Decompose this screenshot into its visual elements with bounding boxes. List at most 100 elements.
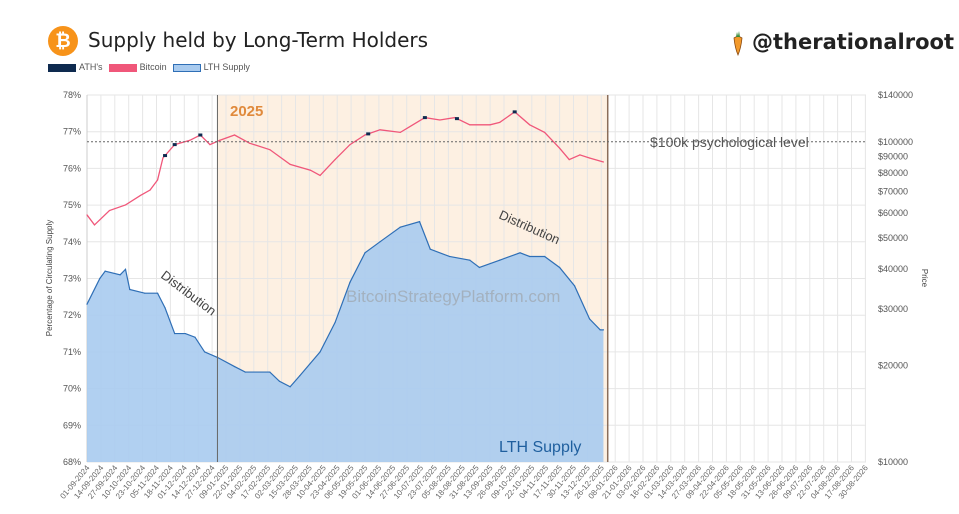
lth-data-point bbox=[573, 285, 576, 287]
bitcoin-data-point bbox=[588, 157, 591, 159]
bitcoin-data-point bbox=[139, 194, 142, 197]
lth-data-point bbox=[588, 318, 591, 320]
bitcoin-data-point bbox=[544, 131, 546, 133]
lth-data-point bbox=[364, 252, 366, 254]
lth-data-point bbox=[299, 375, 301, 377]
y-tick-label: 68% bbox=[63, 457, 81, 467]
y2-tick-label: $30000 bbox=[878, 304, 908, 314]
lth-data-point bbox=[129, 288, 131, 291]
lth-data-point bbox=[519, 252, 521, 254]
lth-data-point bbox=[469, 259, 471, 261]
y2-tick-label: $40000 bbox=[878, 264, 908, 274]
lth-data-point bbox=[399, 226, 401, 228]
lth-data-point bbox=[244, 371, 246, 373]
ath-marker bbox=[512, 110, 517, 114]
y-tick-label: 74% bbox=[63, 237, 81, 247]
y-axis-label: Percentage of Circulating Supply bbox=[45, 220, 54, 337]
y-tick-label: 72% bbox=[63, 310, 81, 320]
legend-item-ath[interactable]: ATH's bbox=[48, 62, 103, 72]
lth-data-point bbox=[86, 303, 88, 305]
lth-data-point bbox=[104, 270, 106, 272]
lth-data-point bbox=[599, 329, 601, 331]
y2-tick-label: $50000 bbox=[878, 233, 908, 243]
bitcoin-data-point bbox=[162, 157, 164, 159]
ath-marker bbox=[198, 133, 203, 137]
annotation-distribution: Distribution bbox=[158, 267, 219, 318]
legend-item-lth[interactable]: LTH Supply bbox=[172, 62, 250, 72]
watermark: BitcoinStrategyPlatform.com bbox=[346, 287, 560, 306]
lth-data-point bbox=[559, 266, 561, 269]
legend: ATH's Bitcoin LTH Supply bbox=[48, 62, 250, 72]
lth-data-point bbox=[278, 380, 281, 382]
bitcoin-data-point bbox=[248, 142, 251, 144]
bitcoin-data-point bbox=[218, 139, 221, 142]
y-tick-label: 71% bbox=[63, 347, 81, 357]
y2-tick-label: $100000 bbox=[878, 137, 913, 147]
lth-supply-area bbox=[87, 221, 604, 462]
y2-tick-label: $70000 bbox=[878, 186, 908, 196]
ath-marker bbox=[422, 116, 427, 120]
bitcoin-data-point bbox=[149, 189, 151, 191]
lth-data-point bbox=[204, 351, 206, 353]
lth-data-point bbox=[334, 321, 336, 324]
bitcoin-data-point bbox=[399, 131, 401, 133]
lth-data-point bbox=[478, 266, 481, 269]
lth-data-point bbox=[184, 332, 186, 335]
lth-data-point bbox=[349, 281, 351, 283]
bitcoin-data-point bbox=[489, 124, 491, 126]
page-title: Supply held by Long-Term Holders bbox=[88, 28, 429, 52]
bitcoin-data-point bbox=[209, 144, 211, 146]
lth-data-point bbox=[233, 365, 236, 368]
reference-line-label: $100k psychological level bbox=[650, 134, 809, 150]
lth-data-point bbox=[379, 241, 381, 243]
legend-item-bitcoin[interactable]: Bitcoin bbox=[108, 62, 167, 72]
bitcoin-data-point bbox=[124, 204, 127, 206]
y-tick-label: 69% bbox=[63, 420, 81, 430]
region-label-2025: 2025 bbox=[230, 103, 263, 120]
bitcoin-data-point bbox=[568, 158, 570, 161]
bitcoin-data-point bbox=[579, 154, 581, 156]
bitcoin-data-point bbox=[319, 174, 321, 177]
bitcoin-data-point bbox=[108, 209, 111, 212]
bitcoin-data-point bbox=[559, 147, 561, 149]
bitcoin-data-point bbox=[309, 169, 312, 171]
ath-marker bbox=[163, 154, 168, 158]
lth-data-point bbox=[289, 386, 291, 388]
y-tick-label: 70% bbox=[63, 384, 81, 394]
lth-data-point bbox=[429, 248, 431, 250]
ath-marker bbox=[172, 143, 177, 147]
bitcoin-data-point bbox=[269, 149, 271, 151]
bitcoin-data-point bbox=[233, 134, 236, 136]
bitcoin-data-point bbox=[86, 214, 88, 216]
lth-data-point bbox=[194, 336, 196, 338]
bitcoin-data-point bbox=[499, 121, 501, 123]
bitcoin-data-point bbox=[349, 144, 351, 146]
bitcoin-price-line bbox=[86, 111, 604, 226]
bitcoin-data-point bbox=[529, 124, 531, 126]
lth-supply-line bbox=[86, 220, 604, 388]
lth-data-point bbox=[418, 221, 421, 223]
bitcoin-data-point bbox=[334, 158, 336, 161]
lth-data-point bbox=[602, 329, 605, 331]
y2-tick-label: $80000 bbox=[878, 168, 908, 178]
lth-data-point bbox=[156, 292, 159, 294]
y2-tick-label: $20000 bbox=[878, 361, 908, 371]
author-handle: @therationalroot bbox=[752, 30, 954, 54]
lth-data-point bbox=[144, 292, 146, 294]
lth-data-point bbox=[269, 371, 271, 373]
bitcoin-icon: ₿ bbox=[48, 26, 78, 56]
annotation-lth-supply: LTH Supply bbox=[499, 439, 581, 456]
bitcoin-data-point bbox=[439, 119, 441, 121]
lth-data-point bbox=[99, 277, 101, 280]
bitcoin-data-point bbox=[156, 179, 159, 181]
lth-data-point bbox=[544, 255, 546, 258]
bitcoin-data-point bbox=[189, 139, 191, 142]
bitcoin-data-point bbox=[93, 224, 96, 226]
ath-marker bbox=[366, 132, 371, 136]
bitcoin-data-point bbox=[469, 124, 471, 126]
y-tick-label: 75% bbox=[63, 200, 81, 210]
lth-data-point bbox=[529, 255, 531, 258]
y2-tick-label: $10000 bbox=[878, 457, 908, 467]
